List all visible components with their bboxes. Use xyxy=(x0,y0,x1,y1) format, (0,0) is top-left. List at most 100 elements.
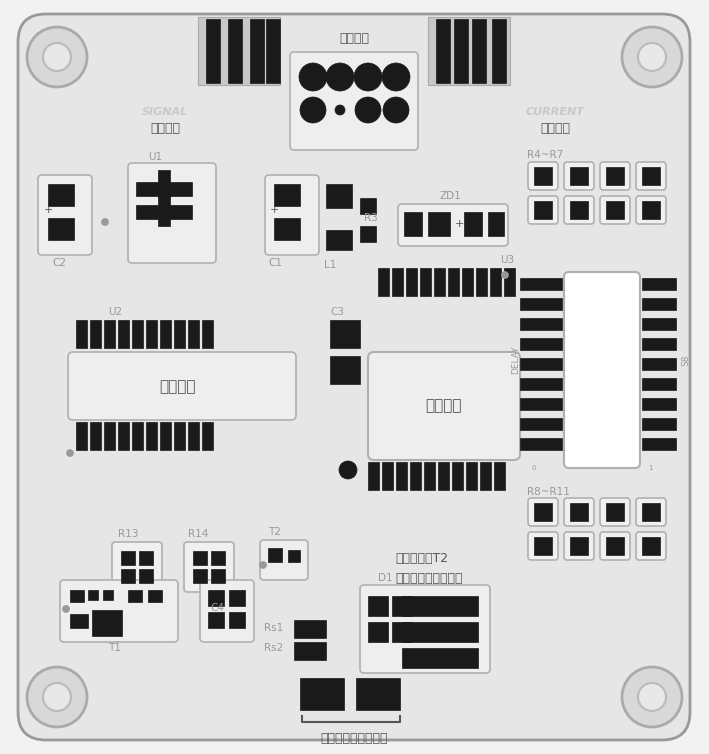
Bar xyxy=(520,338,562,350)
Bar xyxy=(382,462,393,490)
Circle shape xyxy=(339,461,357,479)
Circle shape xyxy=(354,63,382,91)
Bar xyxy=(570,503,588,521)
Text: L1: L1 xyxy=(324,260,336,270)
Bar xyxy=(326,184,352,208)
FancyBboxPatch shape xyxy=(398,204,508,246)
Bar xyxy=(642,358,676,370)
Text: T2: T2 xyxy=(268,527,281,537)
Circle shape xyxy=(383,97,409,123)
Bar xyxy=(420,268,431,296)
FancyBboxPatch shape xyxy=(200,580,254,642)
FancyBboxPatch shape xyxy=(600,498,630,526)
Text: SIGNAL: SIGNAL xyxy=(142,107,188,117)
Bar xyxy=(520,278,562,290)
Circle shape xyxy=(382,63,410,91)
Bar xyxy=(534,503,552,521)
Bar xyxy=(534,201,552,219)
Bar xyxy=(436,19,450,83)
FancyBboxPatch shape xyxy=(564,498,594,526)
Bar xyxy=(90,422,101,450)
Bar xyxy=(378,268,389,296)
Circle shape xyxy=(335,105,345,115)
FancyBboxPatch shape xyxy=(128,163,216,263)
Bar xyxy=(392,622,412,642)
Text: 触发信号: 触发信号 xyxy=(150,121,180,134)
Bar xyxy=(70,614,88,628)
Circle shape xyxy=(67,449,74,456)
Text: 1: 1 xyxy=(648,465,652,471)
Text: 储能电容器（背面）: 储能电容器（背面） xyxy=(395,572,462,584)
Circle shape xyxy=(355,97,381,123)
Bar xyxy=(198,17,280,85)
Bar xyxy=(193,569,207,583)
Bar xyxy=(402,596,478,616)
Text: S8: S8 xyxy=(681,354,691,366)
Circle shape xyxy=(259,562,267,569)
Bar xyxy=(208,612,224,628)
FancyBboxPatch shape xyxy=(600,162,630,190)
Bar xyxy=(472,19,486,83)
Bar xyxy=(488,212,504,236)
Text: Rs1: Rs1 xyxy=(264,623,284,633)
Text: R3: R3 xyxy=(364,213,378,223)
Bar xyxy=(76,422,87,450)
Text: +: + xyxy=(44,205,53,215)
Bar xyxy=(520,358,562,370)
Circle shape xyxy=(300,97,326,123)
Text: 激光二极管连接端子: 激光二极管连接端子 xyxy=(320,731,388,744)
Bar xyxy=(642,338,676,350)
Bar xyxy=(434,268,445,296)
Circle shape xyxy=(27,27,87,87)
Bar xyxy=(193,551,207,565)
Bar xyxy=(520,438,562,450)
Bar xyxy=(642,398,676,410)
Bar xyxy=(466,462,477,490)
Bar xyxy=(229,590,245,606)
Bar xyxy=(326,230,352,250)
Bar xyxy=(494,462,505,490)
Bar xyxy=(70,590,84,602)
Bar xyxy=(139,569,153,583)
Bar xyxy=(360,226,376,242)
Bar xyxy=(406,268,417,296)
FancyBboxPatch shape xyxy=(564,196,594,224)
Circle shape xyxy=(27,667,87,727)
Bar xyxy=(534,537,552,555)
Bar xyxy=(360,198,376,214)
Text: D1: D1 xyxy=(378,573,393,583)
Bar xyxy=(104,320,115,348)
Bar xyxy=(356,678,400,710)
FancyBboxPatch shape xyxy=(360,585,490,673)
Bar xyxy=(642,418,676,430)
FancyBboxPatch shape xyxy=(260,540,308,580)
Bar xyxy=(76,320,87,348)
Bar xyxy=(132,320,143,348)
FancyBboxPatch shape xyxy=(368,352,520,460)
Text: +: + xyxy=(455,219,464,229)
Text: ZD1: ZD1 xyxy=(440,191,462,201)
Bar xyxy=(438,462,449,490)
Bar xyxy=(480,462,491,490)
Bar xyxy=(492,19,506,83)
Text: +: + xyxy=(270,205,279,215)
FancyBboxPatch shape xyxy=(600,532,630,560)
Bar xyxy=(570,201,588,219)
Text: CURRENT: CURRENT xyxy=(525,107,584,117)
Circle shape xyxy=(638,683,666,711)
Bar xyxy=(132,422,143,450)
Bar xyxy=(642,167,660,185)
Bar xyxy=(48,218,74,240)
Bar xyxy=(476,268,487,296)
Bar xyxy=(121,569,135,583)
Bar xyxy=(288,550,300,562)
Bar xyxy=(570,537,588,555)
Text: R14: R14 xyxy=(188,529,208,539)
Bar xyxy=(642,537,660,555)
Bar xyxy=(146,320,157,348)
Bar xyxy=(88,590,98,600)
Bar xyxy=(454,19,468,83)
Bar xyxy=(160,422,171,450)
Bar xyxy=(160,320,171,348)
Bar xyxy=(424,462,435,490)
